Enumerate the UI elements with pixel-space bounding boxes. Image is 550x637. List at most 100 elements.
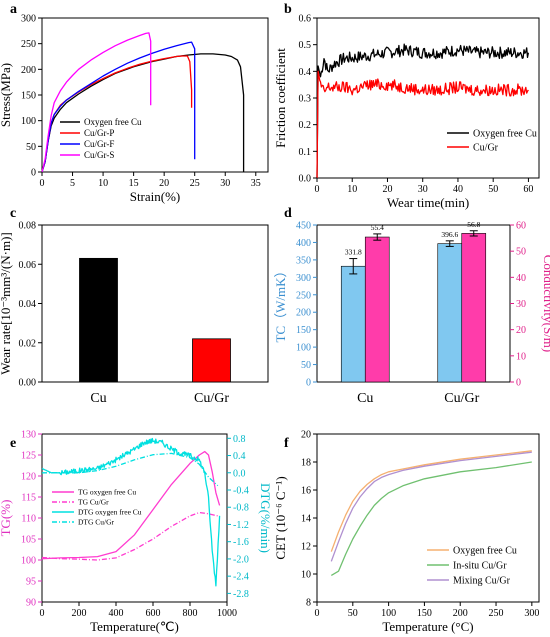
series-line: [330, 451, 532, 562]
panel-letter: c: [10, 206, 16, 221]
y2-tick-label: -0.4: [233, 486, 249, 497]
data-label: 55.4: [371, 223, 384, 232]
y-tick-label: 0.4: [299, 67, 312, 78]
y-tick-label: 105: [21, 535, 36, 546]
y-tick-label: 18: [301, 458, 311, 469]
x-tick-label: 50: [348, 608, 358, 619]
y-axis-label: TC（W/mK）: [273, 265, 288, 343]
y-axis-label: Friction coefficient: [273, 48, 288, 148]
bar: [340, 265, 366, 383]
x-tick-label: 100: [381, 608, 396, 619]
series-line: [316, 43, 530, 179]
legend-label: Oxygen free Cu: [84, 117, 142, 127]
y-tick-label: 100: [21, 116, 36, 127]
panel-letter: f: [284, 436, 289, 451]
legend-label: In-situ Cu/Gr: [453, 561, 507, 572]
series-line: [316, 70, 529, 179]
y-axis-label: Stress(MPa): [0, 63, 13, 127]
x-tick-label: 40: [453, 184, 463, 195]
x-tick-label: 60: [523, 184, 533, 195]
legend-label: DTG Cu/Gr: [78, 518, 115, 527]
y-tick-label: 110: [21, 514, 36, 525]
x-tick-label: 1000: [217, 608, 237, 619]
y2-tick-label: 10: [516, 351, 526, 362]
y-tick-label: 125: [21, 451, 36, 462]
y-tick-label: 150: [21, 91, 36, 102]
y-tick-label: 450: [296, 221, 311, 232]
x-axis-label: Temperature (°C): [382, 619, 473, 634]
legend-label: Oxygen free Cu: [453, 546, 517, 557]
y-tick-label: 20: [301, 430, 311, 441]
y-tick-label: 115: [21, 493, 36, 504]
legend-label: Mixing Cu/Gr: [453, 576, 511, 587]
y-tick-label: 0: [31, 168, 36, 179]
x-tick-label: 600: [146, 608, 161, 619]
series-line: [41, 511, 218, 561]
y2-tick-label: -2.0: [233, 554, 249, 565]
legend-label: TG Cu/Gr: [78, 498, 109, 507]
bar: [192, 338, 231, 383]
x-tick-label: 10: [98, 178, 108, 189]
y-tick-label: 0: [306, 378, 311, 389]
y-tick-label: 0.00: [19, 378, 37, 389]
category-label: Cu: [357, 391, 373, 406]
y-tick-label: 50: [301, 360, 311, 371]
x-tick-label: 0: [40, 608, 45, 619]
y2-tick-label: 50: [516, 247, 526, 258]
x-tick-label: 50: [488, 184, 498, 195]
legend-label: TG oxygen free Cu: [78, 488, 136, 497]
y-tick-label: 250: [296, 290, 311, 301]
y-tick-label: 0.5: [299, 40, 312, 51]
legend-label: DTG oxygen free Cu: [78, 508, 142, 517]
series-line: [41, 32, 152, 173]
y2-tick-label: -0.8: [233, 503, 249, 514]
series-line: [330, 461, 532, 576]
y-tick-label: 300: [296, 273, 311, 284]
series-line: [42, 452, 219, 487]
panel-c: c Cu Cu/Gr 0.00 0.02 0.04 0.06 0.08 Wear rate[10…: [0, 206, 269, 406]
y-tick-label: 0.3: [299, 94, 312, 105]
panel-letter: b: [284, 2, 292, 17]
data-label: 56.8: [467, 220, 480, 229]
bar: [437, 243, 463, 383]
y2-tick-label: -1.6: [233, 537, 249, 548]
x-axis-label: Temperature(℃): [90, 619, 179, 634]
legend-label: Cu/Gr: [473, 143, 499, 154]
y-tick-label: 300: [21, 14, 36, 25]
panel-d: d331.855.4Cu396.656.8Cu/Gr05010015020025…: [273, 206, 550, 406]
bar: [364, 236, 390, 383]
y2-tick-label: 60: [516, 221, 526, 232]
y-tick-label: 250: [21, 39, 36, 50]
x-tick-label: 30: [418, 184, 428, 195]
y-tick-label: 8: [306, 598, 311, 609]
x-tick-label: 300: [524, 608, 539, 619]
y2-tick-label: 0.0: [233, 468, 246, 479]
y2-axis-label: Conductivity(S/m): [541, 255, 550, 353]
legend-label: Oxygen free Cu: [473, 129, 537, 140]
legend-label: Cu/Gr-F: [84, 139, 114, 149]
x-tick-label: 250: [489, 608, 504, 619]
plot-frame: [316, 17, 540, 179]
series-line: [41, 53, 245, 173]
x-tick-label: 150: [417, 608, 432, 619]
bar: [79, 257, 118, 383]
y-tick-label: 14: [301, 514, 311, 525]
data-label: 331.8: [345, 248, 362, 257]
y2-tick-label: -2.4: [233, 572, 249, 583]
legend-label: Cu/Gr-P: [84, 128, 114, 138]
x-tick-label: 800: [183, 608, 198, 619]
y2-tick-label: 0.4: [233, 451, 246, 462]
y2-tick-label: 40: [516, 273, 526, 284]
y-tick-label: 120: [21, 472, 36, 483]
panel-letter: d: [284, 206, 292, 221]
panel-e: e 0 200 400 600 800 1000 Temperature(℃) 90 95 100 1…: [0, 430, 273, 635]
x-tick-label: 400: [109, 608, 124, 619]
series-line: [41, 437, 221, 587]
x-tick-label: 15: [129, 178, 139, 189]
y-tick-label: 0.2: [299, 120, 312, 131]
bar: [461, 233, 487, 383]
data-label: 396.6: [441, 230, 458, 239]
y-tick-label: 0.06: [19, 260, 37, 271]
x-tick-label: 35: [251, 178, 261, 189]
y-tick-label: 400: [296, 238, 311, 249]
